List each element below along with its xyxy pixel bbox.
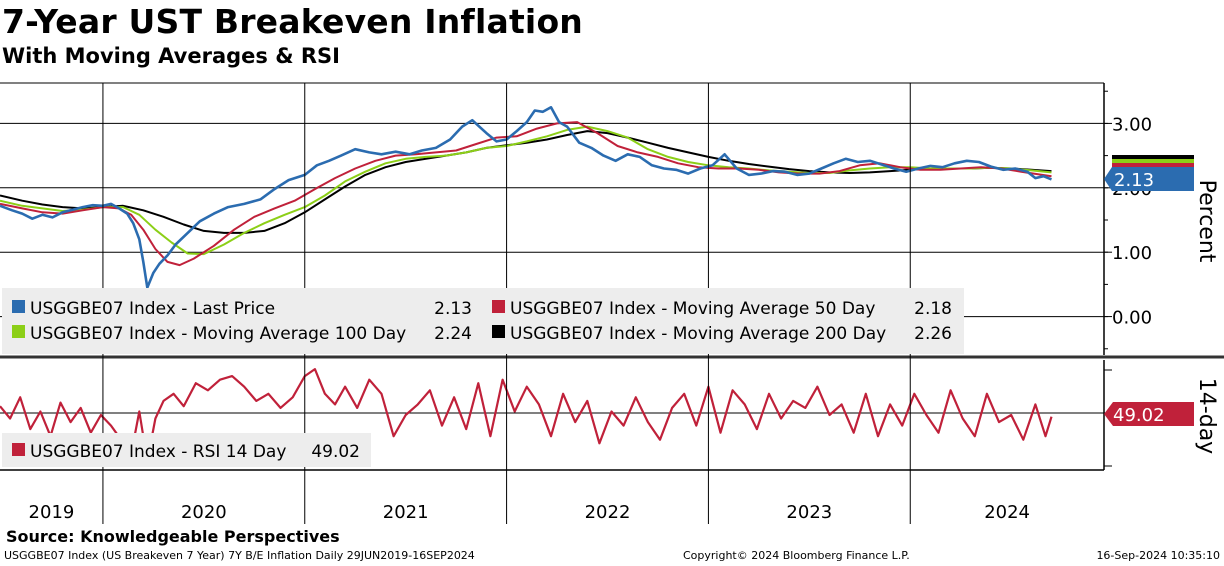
- tag-ma100-stripe: [1112, 159, 1194, 163]
- price-gridlines: [0, 122, 1104, 318]
- footer-timestamp: 16-Sep-2024 10:35:10: [1096, 549, 1220, 562]
- x-year-label: 2023: [786, 502, 832, 523]
- price-y-ticks: 3.002.001.000.00: [1104, 90, 1152, 350]
- price-legend-bg: [2, 288, 964, 354]
- tag-last-price-box: [1104, 167, 1194, 191]
- legend-value-ma200: 2.26: [914, 324, 952, 344]
- rsi-legend: USGGBE07 Index - RSI 14 Day 49.02: [2, 433, 371, 467]
- legend-label-ma50: USGGBE07 Index - Moving Average 50 Day: [510, 299, 875, 319]
- series-ma100: [0, 125, 1052, 256]
- tag-ma200-stripe: [1112, 155, 1194, 161]
- legend-swatch-ma100: [12, 325, 25, 338]
- footer-copyright: Copyright© 2024 Bloomberg Finance L.P.: [683, 549, 910, 562]
- legend-value-ma100: 2.24: [434, 324, 472, 344]
- legend-value-last-price: 2.13: [434, 299, 472, 319]
- legend-swatch-ma200: [492, 325, 505, 338]
- legend-swatch-last-price: [12, 300, 25, 313]
- price-y-tick-label: 1.00: [1112, 243, 1152, 264]
- chart-subtitle: With Moving Averages & RSI: [2, 44, 340, 68]
- series-ma200: [0, 130, 1052, 234]
- legend-swatch-rsi: [12, 443, 25, 456]
- x-year-label: 2020: [181, 502, 227, 523]
- legend-label-ma200: USGGBE07 Index - Moving Average 200 Day: [510, 324, 886, 344]
- legend-label-rsi: USGGBE07 Index - RSI 14 Day: [30, 442, 286, 462]
- x-year-label: 2024: [984, 502, 1030, 523]
- tag-ma50-stripe: [1112, 163, 1194, 167]
- source-note: Source: Knowledgeable Perspectives: [6, 527, 340, 546]
- rsi-legend-bg: [2, 433, 371, 467]
- price-series-group: [0, 106, 1052, 289]
- price-y-tick-label: 3.00: [1112, 114, 1152, 135]
- rsi-value-tag: 49.02: [1104, 402, 1194, 426]
- x-year-label: 2022: [585, 502, 631, 523]
- last-price-tag: 2.13: [1104, 155, 1194, 191]
- series-last-price: [0, 106, 1052, 289]
- legend-label-ma100: USGGBE07 Index - Moving Average 100 Day: [30, 324, 406, 344]
- price-legend: USGGBE07 Index - Last Price 2.13 USGGBE0…: [2, 288, 964, 354]
- x-axis-year-labels: 2019 2020 2021 2022 2023 2024: [29, 502, 1030, 523]
- footer-description: USGGBE07 Index (US Breakeven 7 Year) 7Y …: [4, 549, 475, 562]
- tag-rsi-box: [1104, 402, 1194, 426]
- tag-last-price-value: 2.13: [1114, 170, 1154, 191]
- x-year-label: 2021: [383, 502, 429, 523]
- price-y-tick-label: 0.00: [1112, 308, 1152, 329]
- legend-value-rsi: 49.02: [311, 442, 360, 462]
- tag-rsi-value: 49.02: [1113, 405, 1165, 426]
- legend-label-last-price: USGGBE07 Index - Last Price: [30, 299, 275, 319]
- rsi-y-axis-title: 14-day: [1194, 378, 1219, 454]
- legend-value-ma50: 2.18: [914, 299, 952, 319]
- legend-swatch-ma50: [492, 300, 505, 313]
- price-y-axis-title: Percent: [1194, 180, 1219, 263]
- series-ma50: [0, 121, 1052, 267]
- chart-title: 7-Year UST Breakeven Inflation: [2, 2, 584, 41]
- x-year-label: 2019: [29, 502, 75, 523]
